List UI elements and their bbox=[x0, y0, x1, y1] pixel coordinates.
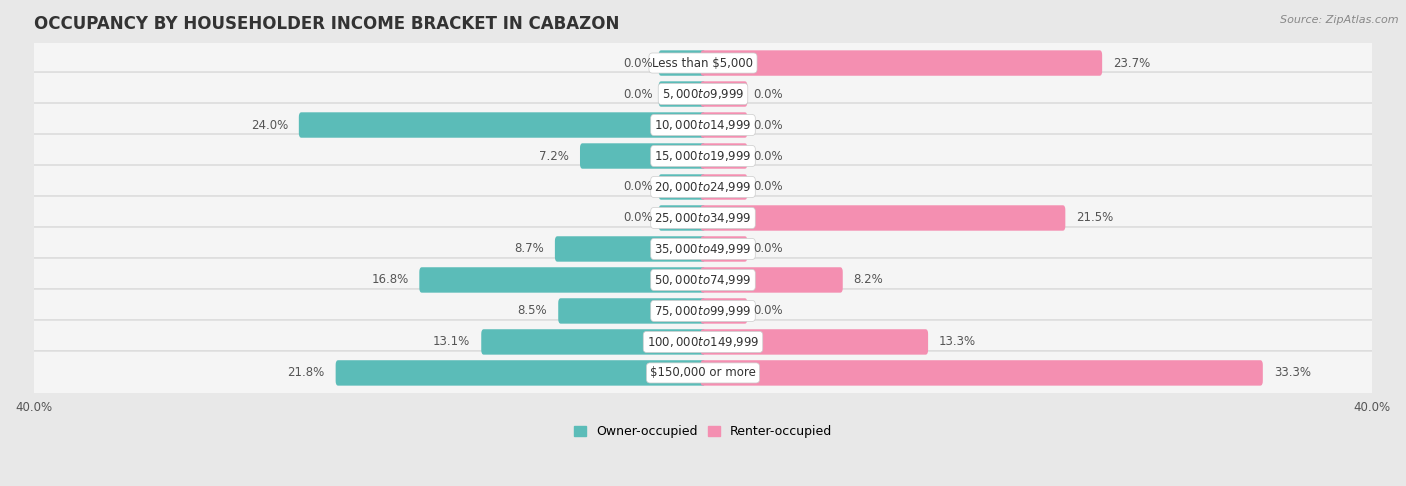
Text: 0.0%: 0.0% bbox=[754, 180, 783, 193]
FancyBboxPatch shape bbox=[28, 72, 1378, 116]
FancyBboxPatch shape bbox=[28, 41, 1378, 85]
FancyBboxPatch shape bbox=[700, 298, 748, 324]
Text: 21.8%: 21.8% bbox=[287, 366, 325, 380]
Text: 0.0%: 0.0% bbox=[754, 243, 783, 256]
Text: OCCUPANCY BY HOUSEHOLDER INCOME BRACKET IN CABAZON: OCCUPANCY BY HOUSEHOLDER INCOME BRACKET … bbox=[34, 15, 619, 33]
Text: $35,000 to $49,999: $35,000 to $49,999 bbox=[654, 242, 752, 256]
Text: 0.0%: 0.0% bbox=[754, 150, 783, 162]
Text: 0.0%: 0.0% bbox=[623, 211, 652, 225]
FancyBboxPatch shape bbox=[700, 205, 1066, 231]
FancyBboxPatch shape bbox=[28, 103, 1378, 147]
FancyBboxPatch shape bbox=[658, 174, 706, 200]
Text: 24.0%: 24.0% bbox=[250, 119, 288, 132]
FancyBboxPatch shape bbox=[419, 267, 706, 293]
Text: 0.0%: 0.0% bbox=[754, 304, 783, 317]
FancyBboxPatch shape bbox=[336, 360, 706, 385]
Text: 7.2%: 7.2% bbox=[540, 150, 569, 162]
FancyBboxPatch shape bbox=[658, 81, 706, 107]
FancyBboxPatch shape bbox=[28, 258, 1378, 302]
Text: $150,000 or more: $150,000 or more bbox=[650, 366, 756, 380]
FancyBboxPatch shape bbox=[28, 134, 1378, 178]
Text: $10,000 to $14,999: $10,000 to $14,999 bbox=[654, 118, 752, 132]
Legend: Owner-occupied, Renter-occupied: Owner-occupied, Renter-occupied bbox=[568, 420, 838, 443]
FancyBboxPatch shape bbox=[700, 267, 842, 293]
FancyBboxPatch shape bbox=[700, 112, 748, 138]
FancyBboxPatch shape bbox=[28, 351, 1378, 395]
Text: $100,000 to $149,999: $100,000 to $149,999 bbox=[647, 335, 759, 349]
FancyBboxPatch shape bbox=[581, 143, 706, 169]
Text: 8.2%: 8.2% bbox=[853, 274, 883, 286]
Text: 0.0%: 0.0% bbox=[754, 119, 783, 132]
FancyBboxPatch shape bbox=[700, 174, 748, 200]
FancyBboxPatch shape bbox=[700, 236, 748, 261]
Text: Less than $5,000: Less than $5,000 bbox=[652, 56, 754, 69]
Text: Source: ZipAtlas.com: Source: ZipAtlas.com bbox=[1281, 15, 1399, 25]
FancyBboxPatch shape bbox=[700, 51, 1102, 76]
Text: 0.0%: 0.0% bbox=[754, 87, 783, 101]
Text: 13.1%: 13.1% bbox=[433, 335, 471, 348]
FancyBboxPatch shape bbox=[658, 51, 706, 76]
Text: $5,000 to $9,999: $5,000 to $9,999 bbox=[662, 87, 744, 101]
Text: 0.0%: 0.0% bbox=[623, 180, 652, 193]
Text: 21.5%: 21.5% bbox=[1076, 211, 1114, 225]
Text: 8.5%: 8.5% bbox=[517, 304, 547, 317]
Text: 13.3%: 13.3% bbox=[939, 335, 976, 348]
FancyBboxPatch shape bbox=[700, 329, 928, 355]
Text: 23.7%: 23.7% bbox=[1114, 56, 1150, 69]
FancyBboxPatch shape bbox=[700, 360, 1263, 385]
FancyBboxPatch shape bbox=[700, 143, 748, 169]
Text: 16.8%: 16.8% bbox=[371, 274, 409, 286]
FancyBboxPatch shape bbox=[28, 320, 1378, 364]
FancyBboxPatch shape bbox=[28, 227, 1378, 271]
Text: $15,000 to $19,999: $15,000 to $19,999 bbox=[654, 149, 752, 163]
Text: $75,000 to $99,999: $75,000 to $99,999 bbox=[654, 304, 752, 318]
FancyBboxPatch shape bbox=[555, 236, 706, 261]
FancyBboxPatch shape bbox=[658, 205, 706, 231]
Text: 0.0%: 0.0% bbox=[623, 87, 652, 101]
FancyBboxPatch shape bbox=[28, 289, 1378, 333]
FancyBboxPatch shape bbox=[558, 298, 706, 324]
Text: $50,000 to $74,999: $50,000 to $74,999 bbox=[654, 273, 752, 287]
FancyBboxPatch shape bbox=[28, 196, 1378, 240]
Text: 8.7%: 8.7% bbox=[515, 243, 544, 256]
FancyBboxPatch shape bbox=[700, 81, 748, 107]
FancyBboxPatch shape bbox=[299, 112, 706, 138]
FancyBboxPatch shape bbox=[28, 165, 1378, 209]
Text: 33.3%: 33.3% bbox=[1274, 366, 1310, 380]
Text: $25,000 to $34,999: $25,000 to $34,999 bbox=[654, 211, 752, 225]
FancyBboxPatch shape bbox=[481, 329, 706, 355]
Text: 0.0%: 0.0% bbox=[623, 56, 652, 69]
Text: $20,000 to $24,999: $20,000 to $24,999 bbox=[654, 180, 752, 194]
